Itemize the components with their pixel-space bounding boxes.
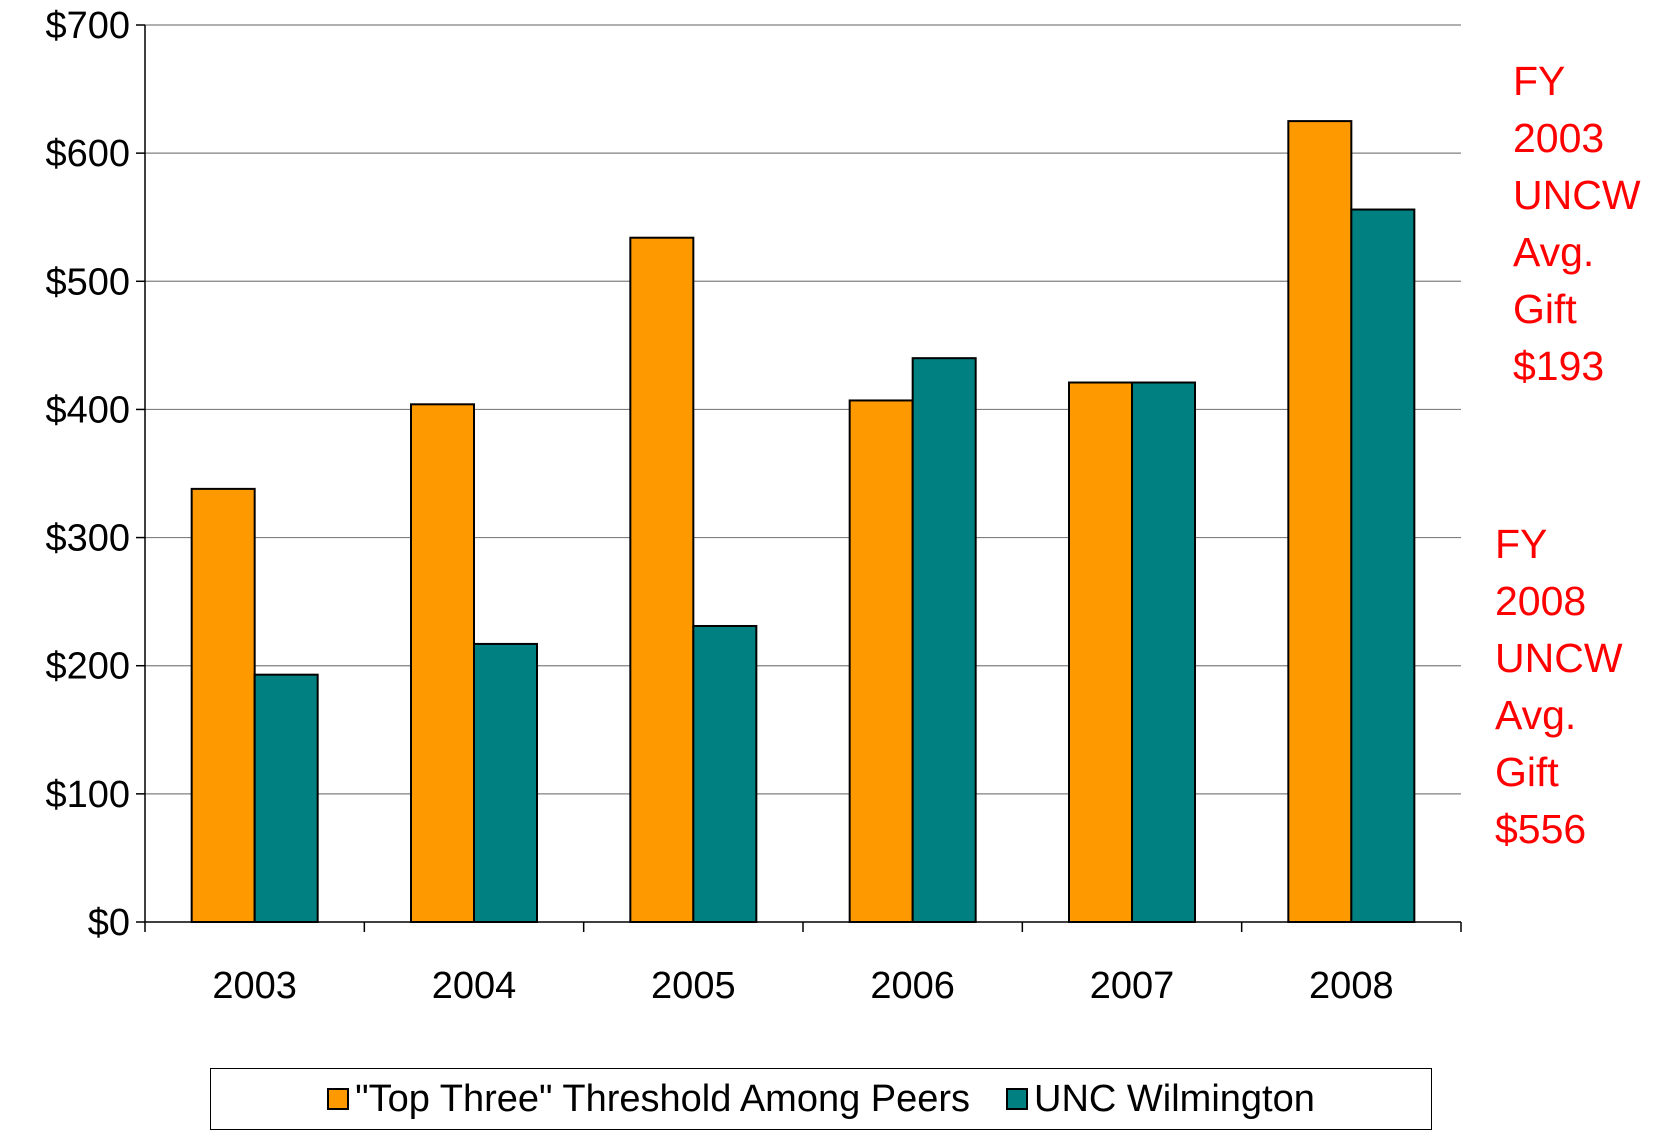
bar-top-three-2008 — [1287, 120, 1353, 924]
legend-swatch — [1006, 1088, 1029, 1110]
bar-unc-wilmington-2007 — [1131, 381, 1196, 924]
bar-unc-wilmington-2006 — [911, 357, 977, 923]
annotation-line: FY — [1513, 58, 1566, 104]
x-tick-labels: 2003 2004 2005 2006 2007 2008 — [212, 965, 1393, 1007]
x-tick-label: 2006 — [870, 965, 955, 1007]
annotation-line: $556 — [1495, 806, 1587, 852]
bar-unc-wilmington-2004 — [473, 642, 538, 923]
bar-unc-wilmington-2003 — [253, 673, 319, 923]
y-tick-label: $300 — [45, 518, 130, 560]
bar-top-three-2004 — [410, 403, 475, 923]
x-tick-label: 2008 — [1309, 965, 1394, 1007]
annotation-line: UNCW — [1495, 635, 1623, 681]
y-tick-label: $0 — [88, 902, 130, 944]
bars — [190, 120, 1416, 924]
y-tick-label: $700 — [45, 5, 130, 47]
legend-item-top-three: "Top Three" Threshold Among Peers — [327, 1078, 970, 1121]
y-tick-label: $400 — [45, 389, 130, 431]
annotation-line: Gift — [1513, 286, 1577, 332]
x-tick-label: 2003 — [212, 965, 297, 1007]
bar-top-three-2006 — [848, 399, 914, 923]
annotation-line: 2003 — [1513, 115, 1605, 161]
y-tick-labels: $0 $100 $200 $300 $400 $500 $600 $700 — [45, 5, 130, 944]
annotation-line: Gift — [1495, 749, 1559, 795]
y-tick-label: $100 — [45, 774, 130, 816]
x-tick-label: 2004 — [432, 965, 517, 1007]
x-tick-label: 2007 — [1090, 965, 1175, 1007]
legend-item-unc-wilmington: UNC Wilmington — [1006, 1078, 1315, 1121]
bar-unc-wilmington-2005 — [692, 624, 758, 923]
legend-swatch — [327, 1088, 350, 1110]
axes — [136, 24, 1462, 932]
x-tick-label: 2005 — [651, 965, 736, 1007]
annotation-line: UNCW — [1513, 172, 1641, 218]
legend: "Top Three" Threshold Among Peers UNC Wi… — [210, 1068, 1432, 1130]
annotation-line: FY — [1495, 521, 1548, 567]
annotation-line: Avg. — [1495, 692, 1577, 738]
y-tick-label: $500 — [45, 261, 130, 303]
legend-label: UNC Wilmington — [1034, 1077, 1315, 1120]
y-tick-label: $600 — [45, 133, 130, 175]
bar-unc-wilmington-2008 — [1350, 208, 1416, 924]
bar-top-three-2005 — [629, 236, 695, 923]
annotation-line: Avg. — [1513, 229, 1595, 275]
bar-top-three-2003 — [190, 487, 256, 923]
gridlines — [145, 24, 1461, 795]
bar-top-three-2007 — [1068, 381, 1133, 924]
legend-label: "Top Three" Threshold Among Peers — [355, 1077, 971, 1120]
annotation-line: 2008 — [1495, 578, 1587, 624]
annotation-line: $193 — [1513, 343, 1605, 389]
y-tick-label: $200 — [45, 646, 130, 688]
